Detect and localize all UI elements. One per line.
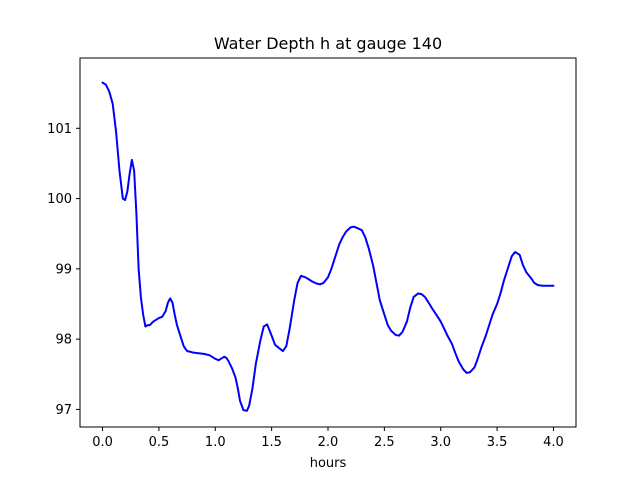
x-tick-label: 0.5 [149,435,170,450]
x-tick-label: 0.0 [92,435,113,450]
y-axis: 97 98 99 100 101 [47,122,80,418]
x-tick-label: 4.0 [543,435,564,450]
x-tick-label: 1.5 [261,435,282,450]
x-axis: 0.0 0.5 1.0 1.5 2.0 2.5 3.0 3.5 4.0 [92,427,564,450]
x-tick-label: 1.0 [205,435,226,450]
y-tick-label: 99 [55,262,72,277]
axes-frame [79,57,577,428]
x-tick-label: 2.0 [318,435,339,450]
y-tick-label: 101 [47,122,72,137]
plot-area [101,81,555,412]
chart-title: Water Depth h at gauge 140 [214,34,442,53]
x-tick-label: 3.5 [487,435,508,450]
series-line [101,81,555,412]
y-tick-label: 98 [55,333,72,348]
x-axis-label: hours [310,456,347,471]
y-tick-label: 97 [55,403,72,418]
x-tick-label: 3.0 [430,435,451,450]
y-tick-label: 100 [47,192,72,207]
x-tick-label: 2.5 [374,435,395,450]
